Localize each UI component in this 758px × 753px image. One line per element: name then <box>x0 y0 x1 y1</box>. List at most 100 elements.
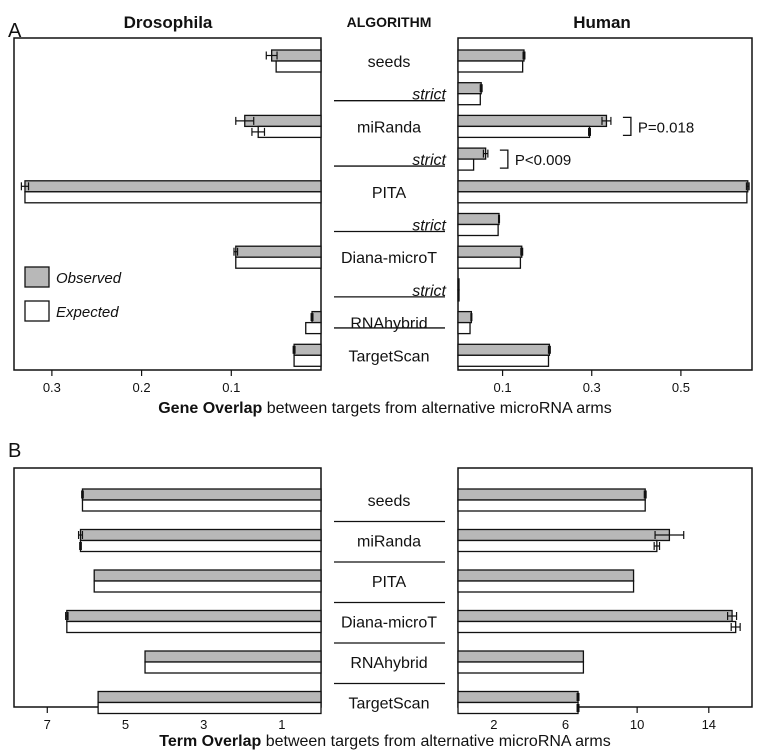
right-observed-bar <box>457 488 646 501</box>
category-label: TargetScan <box>349 348 430 365</box>
algorithm-title: ALGORITHM <box>347 14 432 30</box>
panel-a-letter: A <box>8 20 22 42</box>
category-label: PITA <box>372 185 407 202</box>
left-expected-bar <box>293 354 322 367</box>
right-expected-bar <box>457 499 646 512</box>
right-x-tick-label: 2 <box>490 717 497 732</box>
panel-b-letter: B <box>8 440 21 462</box>
right-x-tick-label: 14 <box>702 717 716 732</box>
left-observed-bar <box>144 650 322 663</box>
right-expected-bar <box>457 158 475 171</box>
left-x-tick-label: 0.2 <box>133 380 151 395</box>
right-observed-bar <box>457 82 482 95</box>
left-observed-bar <box>235 245 322 258</box>
right-expected-bar <box>457 580 635 593</box>
right-observed-bar <box>457 114 608 128</box>
left-observed-bar <box>244 114 322 128</box>
right-observed-bar <box>457 278 460 291</box>
significance-bracket <box>499 149 509 169</box>
right-observed-bar <box>457 609 733 623</box>
legend-observed-label: Observed <box>56 270 122 287</box>
panel-b-x-label: Term Overlap between targets from altern… <box>159 733 610 750</box>
significance-label: P=0.018 <box>638 119 694 136</box>
left-expected-bar <box>66 620 322 634</box>
right-observed-bar <box>457 310 473 324</box>
panel-a-right-frame <box>457 37 753 371</box>
right-expected-bar <box>457 661 585 674</box>
significance-label: P<0.009 <box>515 152 571 169</box>
right-expected-bar <box>457 125 591 139</box>
legend-expected-label: Expected <box>56 304 119 321</box>
right-observed-bar <box>457 343 551 356</box>
category-label: TargetScan <box>349 696 430 713</box>
left-observed-bar <box>24 180 322 193</box>
panel-a-x-label: Gene Overlap between targets from altern… <box>158 400 612 417</box>
legend-observed-swatch <box>24 266 50 288</box>
left-observed-bar <box>293 343 322 356</box>
left-observed-bar <box>93 569 322 582</box>
panel-a-left-frame <box>13 37 322 371</box>
category-label: RNAhybrid <box>350 316 427 333</box>
category-label: strict <box>412 87 446 104</box>
right-x-tick-label: 6 <box>562 717 569 732</box>
left-expected-bar <box>305 321 322 335</box>
right-observed-bar <box>457 569 635 582</box>
right-expected-bar <box>457 354 550 367</box>
left-x-tick-label: 1 <box>278 717 285 732</box>
right-expected-bar <box>457 256 522 269</box>
left-x-tick-label: 0.3 <box>43 380 61 395</box>
left-expected-bar <box>275 60 322 73</box>
left-x-tick-label: 7 <box>44 717 51 732</box>
right-expected-bar <box>457 93 481 106</box>
category-label: miRanda <box>357 119 421 136</box>
right-x-tick-label: 0.3 <box>583 380 601 395</box>
right-observed-bar <box>457 49 525 62</box>
left-expected-bar <box>93 580 322 593</box>
left-observed-bar <box>97 690 322 704</box>
right-observed-bar <box>457 212 500 226</box>
right-x-tick-label: 0.5 <box>672 380 690 395</box>
category-label: strict <box>412 283 446 300</box>
category-label: RNAhybrid <box>350 655 427 672</box>
left-observed-bar <box>81 488 322 501</box>
left-expected-bar <box>235 256 322 269</box>
left-expected-bar <box>257 125 322 139</box>
right-observed-bar <box>457 528 671 542</box>
right-observed-bar <box>457 147 487 160</box>
right-expected-bar <box>457 701 579 715</box>
right-expected-bar <box>457 321 471 335</box>
right-x-tick-label: 10 <box>630 717 644 732</box>
left-expected-bar <box>144 661 322 674</box>
right-expected-bar <box>457 620 737 634</box>
right-observed-bar <box>457 650 585 663</box>
right-observed-bar <box>457 690 579 704</box>
right-observed-bar <box>457 245 523 258</box>
left-expected-bar <box>24 191 322 204</box>
left-observed-bar <box>79 528 322 542</box>
left-x-tick-label: 5 <box>122 717 129 732</box>
left-expected-bar <box>81 499 322 512</box>
category-label: seeds <box>368 493 411 510</box>
left-observed-bar <box>271 49 322 62</box>
right-x-tick-label: 0.1 <box>494 380 512 395</box>
left-species-title: Drosophila <box>124 13 213 32</box>
right-expected-bar <box>457 223 499 237</box>
category-label: seeds <box>368 54 411 71</box>
right-observed-bar <box>457 180 749 193</box>
category-label: Diana-microT <box>341 250 437 267</box>
category-label: PITA <box>372 574 407 591</box>
category-label: strict <box>412 218 446 235</box>
left-expected-bar <box>97 701 322 715</box>
right-expected-bar <box>457 60 524 73</box>
left-observed-bar <box>66 609 322 623</box>
category-label: miRanda <box>357 534 421 551</box>
significance-bracket <box>622 116 632 137</box>
right-expected-bar <box>457 539 658 553</box>
chart-marks: 0.3 0.2 0.1 0.1 0.3 0.5seedsstrictmiRandastri… <box>20 49 750 732</box>
left-x-tick-label: 3 <box>200 717 207 732</box>
left-expected-bar <box>79 539 322 553</box>
left-x-tick-label: 0.1 <box>222 380 240 395</box>
right-species-title: Human <box>573 13 631 32</box>
category-label: Diana-microT <box>341 615 437 632</box>
